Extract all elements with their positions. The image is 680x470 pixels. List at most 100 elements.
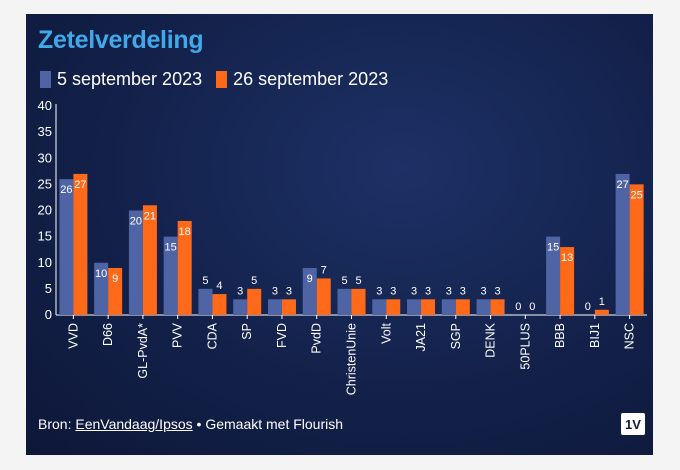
legend-item-series-2[interactable]: 26 september 2023 xyxy=(216,69,388,90)
bar-series-1 xyxy=(163,236,178,315)
x-tick-label: FVD xyxy=(275,323,289,348)
footer-prefix: Bron: xyxy=(38,416,76,432)
bar-value-label: 27 xyxy=(74,179,86,191)
bar-series-1 xyxy=(407,299,422,315)
bar-series-2 xyxy=(73,173,88,315)
bar-value-label: 10 xyxy=(95,268,107,280)
bar-series-2 xyxy=(142,205,157,315)
bar-series-2 xyxy=(212,294,227,315)
bar-series-2 xyxy=(421,299,436,315)
bar-value-label: 1 xyxy=(599,296,605,308)
bar-value-label: 9 xyxy=(112,273,118,285)
bar-value-label: 3 xyxy=(425,285,431,297)
bar-value-label: 3 xyxy=(286,285,292,297)
legend-label-series-2: 26 september 2023 xyxy=(233,69,389,89)
bar-value-label: 3 xyxy=(390,285,396,297)
x-tick-label: PVV xyxy=(171,322,185,348)
bar-value-label: 13 xyxy=(561,252,573,264)
x-tick-label: 50PLUS xyxy=(518,323,532,370)
x-tick-label: PvdD xyxy=(310,323,324,354)
x-tick-label: JA21 xyxy=(414,323,428,352)
bar-series-2 xyxy=(177,220,192,315)
bar-value-label: 3 xyxy=(460,285,466,297)
bar-series-1 xyxy=(233,299,248,315)
bar-value-label: 5 xyxy=(202,275,208,287)
legend-item-series-1[interactable]: 5 september 2023 xyxy=(40,69,202,90)
bar-series-1 xyxy=(441,299,456,315)
bar-value-label: 7 xyxy=(321,264,327,276)
bar-value-label: 4 xyxy=(216,280,222,292)
legend-swatch-series-1 xyxy=(40,71,51,88)
bar-series-2 xyxy=(108,267,123,315)
bar-value-label: 15 xyxy=(165,242,177,254)
legend: 5 september 2023 26 september 2023 xyxy=(40,69,402,90)
y-tick-label: 25 xyxy=(38,176,52,191)
bar-value-label: 25 xyxy=(630,189,642,201)
bar-value-label: 3 xyxy=(480,285,486,297)
bar-series-1 xyxy=(615,173,630,315)
bar-value-label: 3 xyxy=(411,285,417,297)
y-tick-label: 0 xyxy=(45,307,52,322)
legend-swatch-series-2 xyxy=(216,71,228,88)
bar-value-label: 18 xyxy=(179,226,191,238)
legend-label-series-1: 5 september 2023 xyxy=(57,69,203,89)
bar-series-2 xyxy=(247,288,262,315)
bar-value-label: 3 xyxy=(446,285,452,297)
x-tick-label: D66 xyxy=(101,323,115,346)
x-tick-label: Volt xyxy=(379,322,393,343)
x-tick-label: GL-PvdA* xyxy=(136,323,150,379)
bar-value-label: 0 xyxy=(529,301,535,313)
bar-value-label: 5 xyxy=(251,275,257,287)
bar-value-label: 21 xyxy=(144,210,156,222)
bar-value-label: 15 xyxy=(547,242,559,254)
bar-series-1 xyxy=(372,299,387,315)
y-tick-label: 15 xyxy=(38,229,52,244)
bar-value-label: 0 xyxy=(585,301,591,313)
x-tick-label: BBB xyxy=(553,323,567,348)
bar-series-2 xyxy=(386,299,401,315)
bar-series-2 xyxy=(455,299,470,315)
chart-card: Zetelverdeling 5 september 2023 26 septe… xyxy=(26,14,653,455)
x-tick-label: BIJ1 xyxy=(588,323,602,348)
bar-series-1 xyxy=(546,236,561,315)
bar-value-label: 27 xyxy=(616,179,628,191)
bar-value-label: 26 xyxy=(60,184,72,196)
x-tick-label: ChristenUnie xyxy=(345,323,359,395)
y-tick-label: 5 xyxy=(45,281,52,296)
bar-series-1 xyxy=(476,299,491,315)
chart-title: Zetelverdeling xyxy=(38,26,204,54)
bar-series-2 xyxy=(490,299,505,315)
bar-value-label: 0 xyxy=(515,301,521,313)
bar-series-2 xyxy=(316,278,331,315)
bar-series-1 xyxy=(128,210,143,315)
bar-value-label: 5 xyxy=(355,275,361,287)
bar-value-label: 3 xyxy=(272,285,278,297)
y-tick-label: 10 xyxy=(38,255,52,270)
x-tick-label: CDA xyxy=(205,322,219,349)
bar-value-label: 3 xyxy=(237,285,243,297)
x-tick-label: VVD xyxy=(66,323,80,349)
bar-series-1 xyxy=(302,267,317,315)
x-tick-label: DENK xyxy=(484,322,498,357)
bar-series-1 xyxy=(337,288,352,315)
y-tick-label: 20 xyxy=(38,203,52,218)
footer: Bron: EenVandaag/Ipsos • Gemaakt met Flo… xyxy=(38,416,343,432)
x-tick-label: NSC xyxy=(623,323,637,349)
bar-series-2 xyxy=(594,309,609,315)
bar-series-1 xyxy=(59,179,74,315)
y-tick-label: 30 xyxy=(38,150,52,165)
footer-suffix: • Gemaakt met Flourish xyxy=(192,416,344,432)
bar-value-label: 9 xyxy=(307,273,313,285)
bar-series-2 xyxy=(560,247,575,315)
bar-value-label: 3 xyxy=(376,285,382,297)
bar-series-1 xyxy=(267,299,282,315)
source-link[interactable]: EenVandaag/Ipsos xyxy=(75,416,193,432)
y-tick-label: 40 xyxy=(38,98,52,113)
x-tick-label: SP xyxy=(240,323,254,340)
bar-value-label: 3 xyxy=(494,285,500,297)
bar-value-label: 5 xyxy=(341,275,347,287)
bar-series-2 xyxy=(281,299,296,315)
x-tick-label: SGP xyxy=(449,323,463,349)
y-tick-label: 35 xyxy=(38,124,52,139)
